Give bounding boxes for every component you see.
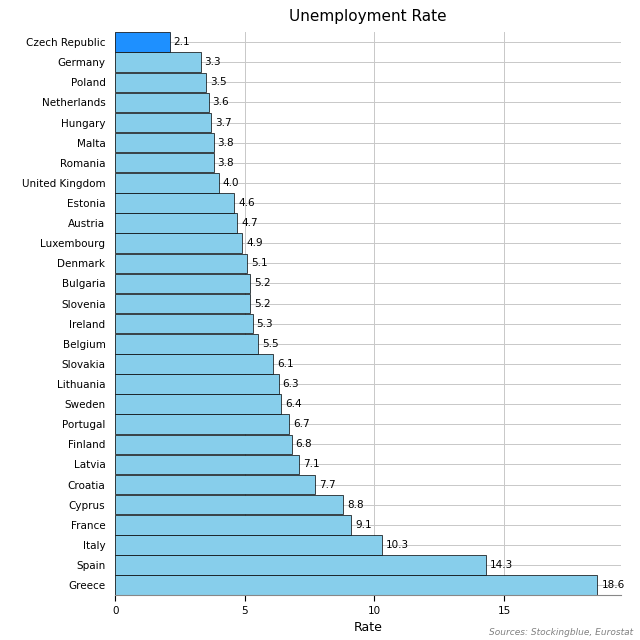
Text: 5.5: 5.5 bbox=[262, 339, 278, 349]
Bar bbox=[115, 93, 209, 112]
Text: 3.8: 3.8 bbox=[218, 157, 234, 168]
Text: 14.3: 14.3 bbox=[490, 560, 513, 570]
Text: 3.3: 3.3 bbox=[205, 57, 221, 67]
Bar bbox=[115, 575, 598, 595]
Bar bbox=[115, 234, 243, 253]
Text: 5.1: 5.1 bbox=[252, 259, 268, 268]
Text: 4.9: 4.9 bbox=[246, 238, 263, 248]
Bar bbox=[115, 435, 291, 454]
Bar bbox=[115, 314, 253, 333]
Bar bbox=[115, 354, 273, 374]
Bar bbox=[115, 213, 237, 233]
Text: Sources: Stockingblue, Eurostat: Sources: Stockingblue, Eurostat bbox=[490, 628, 634, 637]
Bar bbox=[115, 72, 206, 92]
Text: 7.7: 7.7 bbox=[319, 479, 335, 490]
Bar bbox=[115, 253, 248, 273]
Text: 6.3: 6.3 bbox=[282, 379, 299, 389]
Bar bbox=[115, 52, 201, 72]
Text: 3.8: 3.8 bbox=[218, 138, 234, 148]
Bar bbox=[115, 495, 344, 515]
Bar bbox=[115, 394, 281, 414]
Text: 8.8: 8.8 bbox=[348, 500, 364, 509]
Bar bbox=[115, 153, 214, 173]
Text: 3.7: 3.7 bbox=[215, 118, 232, 127]
Text: 6.8: 6.8 bbox=[296, 439, 312, 449]
Bar bbox=[115, 475, 315, 494]
Text: 5.2: 5.2 bbox=[254, 298, 271, 308]
Text: 6.4: 6.4 bbox=[285, 399, 301, 409]
Bar bbox=[115, 415, 289, 434]
Bar bbox=[115, 173, 219, 193]
Text: 18.6: 18.6 bbox=[602, 580, 625, 590]
Bar bbox=[115, 274, 250, 293]
Text: 3.5: 3.5 bbox=[210, 77, 227, 87]
Text: 5.2: 5.2 bbox=[254, 278, 271, 289]
Text: 9.1: 9.1 bbox=[355, 520, 372, 530]
Bar bbox=[115, 535, 382, 555]
Bar bbox=[115, 454, 300, 474]
Bar bbox=[115, 334, 258, 353]
Bar bbox=[115, 294, 250, 314]
Bar bbox=[115, 133, 214, 152]
Bar bbox=[115, 32, 170, 52]
Text: 6.1: 6.1 bbox=[277, 359, 294, 369]
Text: 3.6: 3.6 bbox=[212, 97, 229, 108]
Title: Unemployment Rate: Unemployment Rate bbox=[289, 9, 447, 24]
Text: 4.0: 4.0 bbox=[223, 178, 239, 188]
Text: 5.3: 5.3 bbox=[257, 319, 273, 329]
Text: 4.7: 4.7 bbox=[241, 218, 257, 228]
Text: 7.1: 7.1 bbox=[303, 460, 320, 470]
Bar bbox=[115, 374, 278, 394]
Text: 6.7: 6.7 bbox=[293, 419, 309, 429]
Bar bbox=[115, 193, 234, 212]
Text: 10.3: 10.3 bbox=[386, 540, 409, 550]
Bar bbox=[115, 515, 351, 534]
X-axis label: Rate: Rate bbox=[353, 621, 383, 634]
Text: 2.1: 2.1 bbox=[173, 37, 190, 47]
Bar bbox=[115, 113, 211, 132]
Bar bbox=[115, 556, 486, 575]
Text: 4.6: 4.6 bbox=[238, 198, 255, 208]
